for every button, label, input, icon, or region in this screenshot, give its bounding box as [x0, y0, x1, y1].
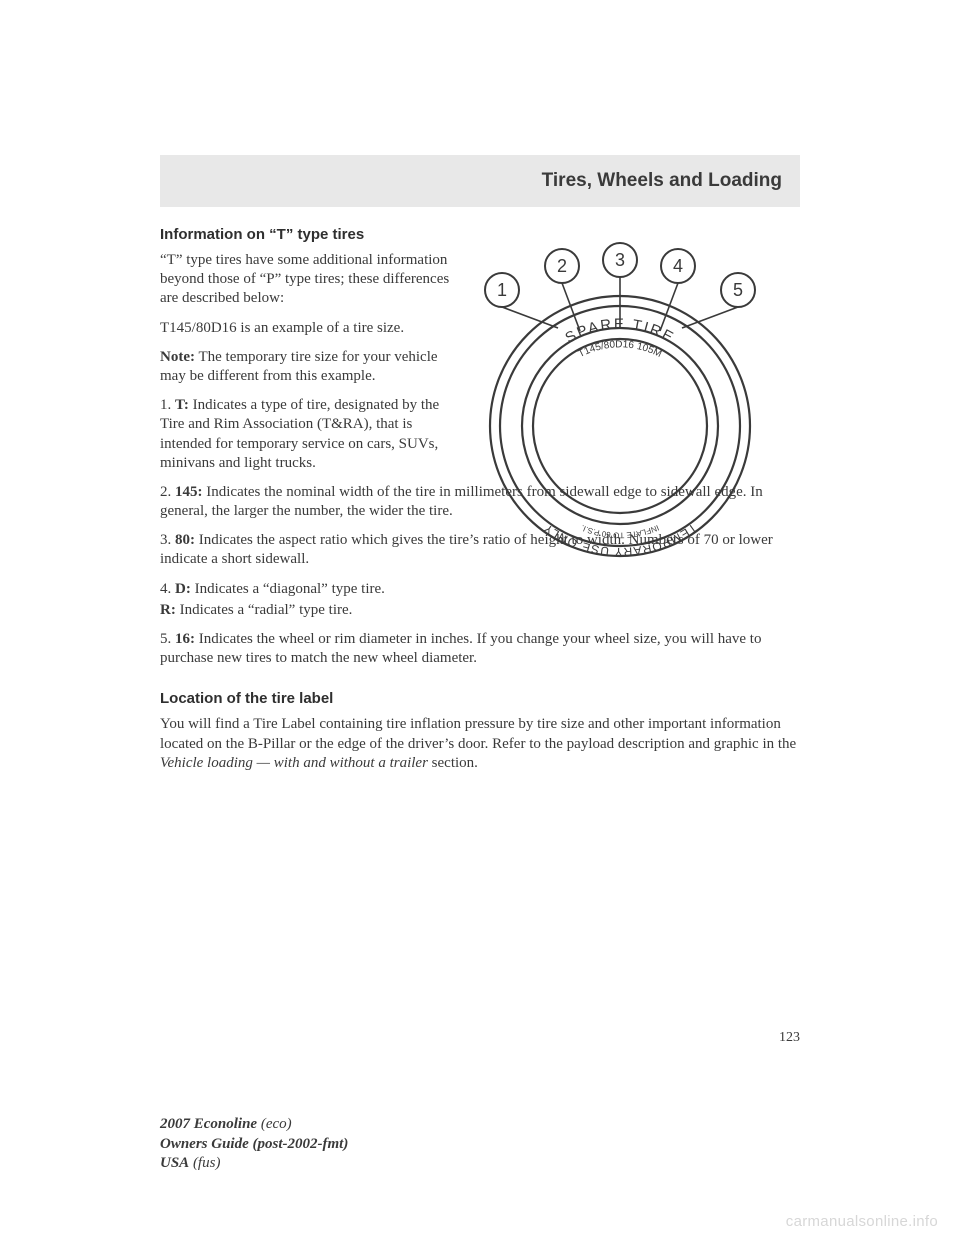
page-number: 123 [779, 1030, 800, 1046]
para-note: Note: The temporary tire size for your v… [160, 348, 455, 386]
tire-outer-ring [490, 296, 750, 556]
tire-svg: SPARE TIRE T145/80D16 105M TEMPORARY USE… [470, 236, 770, 566]
callout-2-label: 2 [557, 256, 567, 276]
item5-label: 16: [175, 631, 195, 647]
content-area: Information on “T” type tires SPARE TIRE [160, 226, 800, 783]
loc-body-b: section. [428, 755, 478, 771]
footer-model-rest: (eco) [257, 1116, 292, 1132]
item3-label: 80: [175, 532, 195, 548]
para-intro: “T” type tires have some additional info… [160, 251, 455, 309]
footer-line-1: 2007 Econoline (eco) [160, 1115, 348, 1135]
spare-tire-diagram: SPARE TIRE T145/80D16 105M TEMPORARY USE… [470, 236, 770, 556]
para-size-example: T145/80D16 is an example of a tire size. [160, 319, 455, 338]
item4b-body: Indicates a “radial” type tire. [176, 602, 353, 618]
para-item-4b: R: Indicates a “radial” type tire. [160, 601, 800, 620]
footer-usa-bold: USA [160, 1155, 189, 1171]
tire-ring-3 [522, 328, 718, 524]
page: Tires, Wheels and Loading Information on… [0, 0, 960, 1242]
para-item-5: 5. 16: Indicates the wheel or rim diamet… [160, 630, 800, 668]
temporary-use-text: TEMPORARY USE ONLY [541, 521, 700, 559]
chapter-title: Tires, Wheels and Loading [542, 170, 782, 192]
callout-5-label: 5 [733, 280, 743, 300]
footer-model-bold: 2007 Econoline [160, 1116, 257, 1132]
callout-1-label: 1 [497, 280, 507, 300]
para-tire-label-loc: You will find a Tire Label containing ti… [160, 715, 800, 773]
item2-label: 145: [175, 484, 203, 500]
tire-inner-ring [533, 339, 707, 513]
watermark-text: carmanualsonline.info [786, 1213, 938, 1230]
footer-usa-rest: (fus) [189, 1155, 220, 1171]
header-band: Tires, Wheels and Loading [160, 155, 800, 207]
leader-lines [502, 277, 738, 331]
item5-body: Indicates the wheel or rim diameter in i… [160, 631, 761, 666]
item1-body: Indicates a type of tire, designated by … [160, 397, 439, 471]
para-item-4a: 4. D: Indicates a “diagonal” type tire. [160, 580, 800, 599]
note-body: The temporary tire size for your vehicle… [160, 349, 438, 384]
callout-4-label: 4 [673, 256, 683, 276]
item4b-label: R: [160, 602, 176, 618]
item4a-label: D: [175, 581, 191, 597]
footer-line-3: USA (fus) [160, 1154, 348, 1174]
loc-body-italic: Vehicle loading — with and without a tra… [160, 755, 428, 771]
footer-guide: Owners Guide (post-2002-fmt) [160, 1136, 348, 1152]
tire-size-text: T145/80D16 105M [577, 339, 664, 360]
loc-body-a: You will find a Tire Label containing ti… [160, 716, 796, 751]
item4a-body: Indicates a “diagonal” type tire. [191, 581, 385, 597]
inflate-text: INFLATE TO 60 P.S.I. [580, 523, 661, 540]
callout-3-label: 3 [615, 250, 625, 270]
section-heading-tire-label: Location of the tire label [160, 690, 800, 707]
footer-block: 2007 Econoline (eco) Owners Guide (post-… [160, 1115, 348, 1174]
para-item-1: 1. T: Indicates a type of tire, designat… [160, 396, 455, 473]
footer-line-2: Owners Guide (post-2002-fmt) [160, 1135, 348, 1155]
note-label: Note: [160, 349, 195, 365]
item1-label: T: [175, 397, 189, 413]
